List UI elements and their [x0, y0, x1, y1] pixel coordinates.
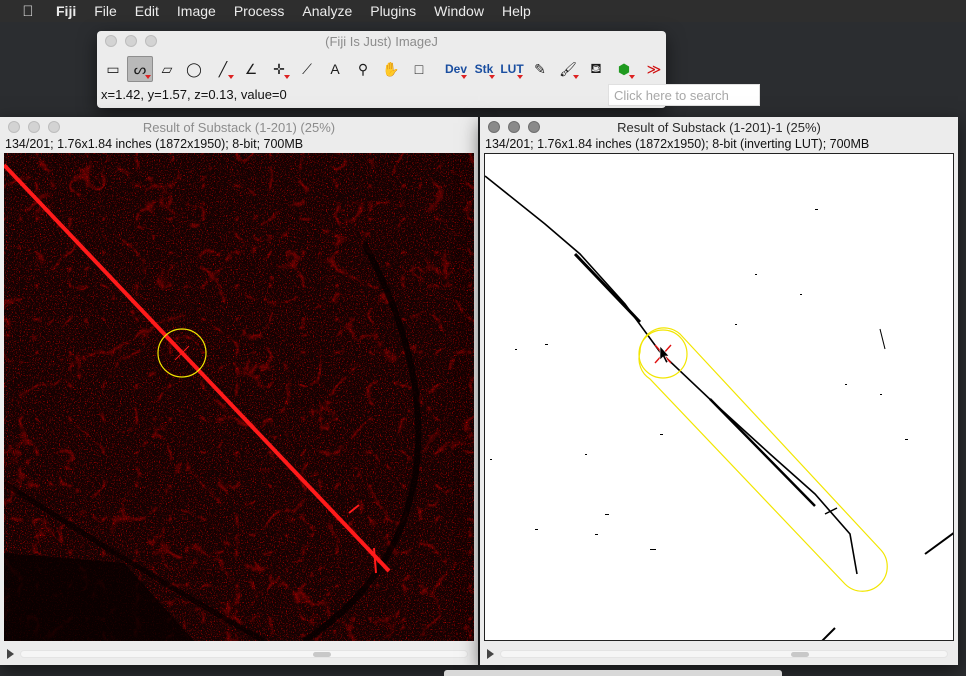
menu-help[interactable]: Help — [501, 3, 531, 19]
more-tools[interactable]: ≫ — [641, 56, 667, 82]
wand-icon: ⟋ — [302, 60, 312, 77]
slice-scrollbar[interactable] — [500, 650, 948, 658]
rectangle-tool[interactable]: ▭ — [100, 56, 126, 82]
hand-icon: ✋ — [382, 60, 400, 77]
3d-viewer-icon: ⬢ — [617, 60, 631, 77]
dropdown-indicator-icon — [629, 75, 635, 79]
minimize-button[interactable] — [28, 121, 40, 133]
menu-bar:  Fiji File Edit Image Process Analyze P… — [0, 0, 966, 22]
menu-app-fiji[interactable]: Fiji — [56, 3, 77, 19]
polygon-tool[interactable]: ▱ — [154, 56, 180, 82]
play-icon[interactable] — [487, 649, 494, 659]
menu-edit[interactable]: Edit — [134, 3, 159, 19]
status-line: x=1.42, y=1.57, z=0.13, value=0 — [101, 87, 287, 102]
stk-icon: Stk — [474, 62, 494, 76]
close-button[interactable] — [488, 121, 500, 133]
background-window-edge — [444, 670, 782, 676]
play-icon[interactable] — [7, 649, 14, 659]
dropdown-indicator-icon — [489, 75, 495, 79]
flood-fill-icon: ⛾ — [590, 59, 602, 76]
menu-image[interactable]: Image — [176, 3, 216, 19]
freehand-tool[interactable]: ᔕ — [127, 56, 153, 82]
menu-process[interactable]: Process — [233, 3, 285, 19]
color-picker-tool[interactable]: □ — [406, 56, 432, 82]
left-titlebar[interactable]: Result of Substack (1-201) (25%) — [0, 117, 478, 137]
brush-icon: 🖌 — [559, 60, 577, 77]
dropdown-indicator-icon — [228, 75, 234, 79]
polygon-icon: ▱ — [161, 60, 173, 77]
zoom-button[interactable] — [528, 121, 540, 133]
menu-file[interactable]: File — [94, 3, 117, 19]
angle-tool[interactable]: ∠ — [238, 56, 264, 82]
image-window-right: Result of Substack (1-201)-1 (25%) 134/2… — [480, 117, 958, 665]
point-tool[interactable]: ✛ — [266, 56, 292, 82]
3d-viewer-tool[interactable]: ⬢ — [611, 56, 637, 82]
stk-menu[interactable]: Stk — [471, 56, 497, 82]
menu-plugins[interactable]: Plugins — [370, 3, 417, 19]
left-image-canvas[interactable] — [4, 153, 474, 641]
lut-menu[interactable]: LUT — [499, 56, 525, 82]
left-window-title: Result of Substack (1-201) (25%) — [142, 119, 336, 135]
apple-icon[interactable]:  — [0, 3, 56, 20]
text-icon: A — [330, 61, 340, 77]
dropdown-indicator-icon — [284, 75, 290, 79]
dropdown-indicator-icon — [461, 75, 467, 79]
zoom-button[interactable] — [145, 35, 157, 47]
magnifier-tool[interactable]: ⚲ — [350, 56, 376, 82]
line-tool[interactable]: ╱ — [210, 56, 236, 82]
magnifier-icon: ⚲ — [357, 60, 369, 77]
left-stack-slider[interactable] — [0, 643, 478, 665]
tool-row: ▭ ᔕ ▱ ◯ ╱ ∠ ✛ ⟋ A ⚲ ✋ □ Dev Stk LUT ✎ 🖌 ⛾ ⬢ ≫ — [97, 53, 666, 83]
point-icon: ✛ — [273, 60, 285, 77]
fiji-toolbar-window: (Fiji Is Just) ImageJ ▭ ᔕ ▱ ◯ ╱ ∠ ✛ ⟋ A ⚲ ✋ □ Dev Stk… — [97, 31, 760, 108]
right-image-svg — [485, 154, 953, 640]
left-image-info: 134/201; 1.76x1.84 inches (1872x1950); 8… — [5, 137, 304, 151]
angle-icon: ∠ — [244, 60, 258, 77]
scroll-thumb[interactable] — [313, 652, 331, 657]
more-icon: ≫ — [646, 60, 662, 77]
minimize-button[interactable] — [125, 35, 137, 47]
hand-tool[interactable]: ✋ — [378, 56, 404, 82]
pencil-icon: ✎ — [534, 60, 546, 77]
brush-tool[interactable]: 🖌 — [555, 56, 581, 82]
image-window-left: Result of Substack (1-201) (25%) 134/201… — [0, 117, 478, 665]
dropdown-indicator-icon — [145, 75, 151, 79]
fiji-window-title: (Fiji Is Just) ImageJ — [325, 33, 438, 49]
fiji-titlebar[interactable]: (Fiji Is Just) ImageJ — [97, 31, 666, 51]
freehand-icon: ᔕ — [133, 60, 147, 77]
flood-fill-tool[interactable]: ⛾ — [583, 56, 609, 82]
close-button[interactable] — [105, 35, 117, 47]
left-image-svg — [4, 153, 474, 641]
dropdown-indicator-icon — [517, 75, 523, 79]
zoom-button[interactable] — [48, 121, 60, 133]
menu-window[interactable]: Window — [434, 3, 484, 19]
scroll-thumb[interactable] — [791, 652, 809, 657]
right-titlebar[interactable]: Result of Substack (1-201)-1 (25%) — [480, 117, 958, 137]
lut-icon: LUT — [500, 62, 524, 76]
color-picker-icon: □ — [414, 61, 424, 77]
pencil-tool[interactable]: ✎ — [527, 56, 553, 82]
dev-menu[interactable]: Dev — [443, 56, 469, 82]
oval-tool[interactable]: ◯ — [181, 56, 207, 82]
slice-scrollbar[interactable] — [20, 650, 468, 658]
right-stack-slider[interactable] — [480, 643, 958, 665]
text-tool[interactable]: A — [322, 56, 348, 82]
right-image-info: 134/201; 1.76x1.84 inches (1872x1950); 8… — [485, 137, 870, 151]
line-icon: ╱ — [218, 60, 228, 77]
oval-icon: ◯ — [186, 60, 202, 77]
right-window-title: Result of Substack (1-201)-1 (25%) — [617, 119, 821, 135]
minimize-button[interactable] — [508, 121, 520, 133]
dev-icon: Dev — [444, 62, 467, 76]
rectangle-icon: ▭ — [106, 60, 120, 77]
dropdown-indicator-icon — [573, 75, 579, 79]
right-image-canvas[interactable] — [484, 153, 954, 641]
close-button[interactable] — [8, 121, 20, 133]
search-input[interactable]: Click here to search — [608, 84, 760, 106]
wand-tool[interactable]: ⟋ — [294, 56, 320, 82]
menu-analyze[interactable]: Analyze — [302, 3, 353, 19]
